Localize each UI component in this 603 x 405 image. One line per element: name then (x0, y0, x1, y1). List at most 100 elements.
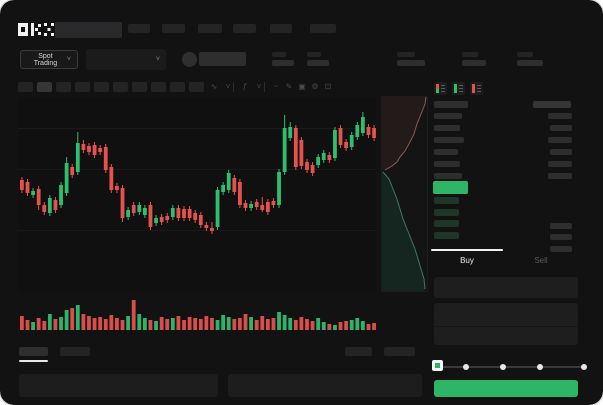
search-input[interactable] (55, 22, 122, 38)
ask-row-price[interactable] (434, 113, 462, 119)
bottom-tab[interactable] (19, 347, 48, 356)
interval-button[interactable] (75, 82, 90, 92)
chart-gridline (18, 230, 376, 231)
candle-body (366, 127, 371, 135)
line-tool-icon[interactable]: ~ (273, 82, 279, 91)
amount-field[interactable] (434, 303, 578, 345)
stat-value (307, 60, 329, 66)
interval-button[interactable] (18, 82, 33, 92)
volume-bar (59, 317, 63, 330)
slider-handle[interactable] (432, 360, 443, 371)
slider-step-dot[interactable] (463, 364, 469, 370)
orders-table-placeholder (19, 374, 218, 397)
amount-slider[interactable] (436, 366, 584, 368)
market-mode-button[interactable]: Spot Trading ˅ (20, 50, 78, 69)
ask-row-price[interactable] (434, 125, 460, 131)
combined-view-icon[interactable] (434, 82, 447, 95)
last-price-badge[interactable] (433, 181, 468, 194)
volume-bar (316, 318, 321, 330)
indicators-icon[interactable]: ƒ (242, 82, 248, 91)
ask-row-amount[interactable] (548, 113, 572, 119)
candle-body (42, 205, 47, 212)
candle-body (321, 153, 326, 160)
volume-bar (321, 322, 326, 330)
volume-bar (310, 321, 315, 330)
depth-chart[interactable] (381, 96, 428, 292)
bids-view-icon[interactable] (452, 82, 465, 95)
candle-body (87, 146, 91, 152)
ask-row-price[interactable] (434, 137, 464, 143)
candle-body (36, 189, 41, 205)
candle-body (305, 162, 309, 170)
asks-view-icon[interactable] (470, 82, 483, 95)
volume-bar (131, 300, 136, 330)
chevron-down-icon[interactable]: ˅ (256, 82, 262, 91)
candlestick-chart[interactable] (18, 98, 376, 292)
tab-sell[interactable]: Sell (534, 256, 548, 265)
candle-body (265, 202, 270, 212)
tab-buy[interactable]: Buy (460, 256, 474, 265)
volume-bar (70, 308, 75, 330)
bid-row-price[interactable] (434, 231, 459, 239)
nav-item[interactable] (128, 24, 150, 33)
snapshot-icon[interactable]: ▣ (298, 82, 306, 91)
bid-row-price[interactable] (434, 197, 459, 204)
settings-icon[interactable]: ⚙ (311, 82, 319, 91)
interval-button[interactable] (132, 82, 147, 92)
ask-row-price[interactable] (434, 161, 460, 167)
nav-item[interactable] (198, 24, 222, 33)
interval-button[interactable] (170, 82, 185, 92)
nav-item[interactable] (233, 24, 256, 33)
volume-bar (344, 321, 349, 330)
candle-body (221, 185, 226, 192)
candle-body (81, 144, 86, 150)
bottom-link[interactable] (384, 347, 415, 356)
stat-label (462, 52, 478, 57)
nav-item[interactable] (162, 24, 185, 33)
bid-row-amount[interactable] (550, 234, 572, 240)
ask-row-amount[interactable] (548, 137, 572, 143)
pair-price-value (199, 52, 246, 66)
candle-body (126, 210, 131, 217)
ask-row-amount[interactable] (550, 149, 572, 155)
bottom-tab[interactable] (60, 347, 90, 356)
nav-item[interactable] (310, 24, 336, 33)
candle-body (176, 208, 181, 218)
volume-bar (366, 324, 371, 330)
chevron-down-icon[interactable]: ˅ (225, 82, 231, 91)
interval-button[interactable] (37, 82, 52, 92)
volume-bar (198, 319, 203, 330)
ask-row-amount[interactable] (548, 173, 572, 179)
volume-bar (349, 320, 354, 330)
draw-icon[interactable]: ✎ (285, 82, 293, 91)
candle-body (333, 130, 337, 158)
interval-button[interactable] (56, 82, 71, 92)
price-field[interactable] (434, 277, 578, 298)
bid-row-price[interactable] (434, 208, 459, 216)
volume-bar (142, 318, 147, 330)
chart-type-icon[interactable]: ∿ (210, 82, 218, 91)
fullscreen-icon[interactable]: ⊡ (324, 82, 332, 91)
interval-button[interactable] (189, 82, 204, 92)
slider-step-dot[interactable] (581, 364, 587, 370)
interval-button[interactable] (113, 82, 128, 92)
volume-bar (210, 318, 214, 330)
stat-label (307, 52, 321, 57)
nav-item[interactable] (270, 24, 292, 33)
ask-row-price[interactable] (434, 173, 462, 179)
buy-submit-button[interactable] (434, 380, 578, 397)
pair-select[interactable]: ˅ (86, 49, 166, 70)
slider-step-dot[interactable] (537, 364, 543, 370)
bid-row-price[interactable] (434, 220, 459, 227)
slider-step-dot[interactable] (500, 364, 506, 370)
bid-row-amount[interactable] (550, 222, 572, 229)
volume-bar (249, 317, 253, 330)
interval-button[interactable] (151, 82, 166, 92)
bid-row-amount[interactable] (550, 245, 572, 252)
ask-row-amount[interactable] (550, 125, 572, 131)
interval-button[interactable] (94, 82, 109, 92)
ask-row-price[interactable] (434, 149, 458, 155)
ask-row-amount[interactable] (548, 161, 572, 167)
bottom-link[interactable] (345, 347, 372, 356)
